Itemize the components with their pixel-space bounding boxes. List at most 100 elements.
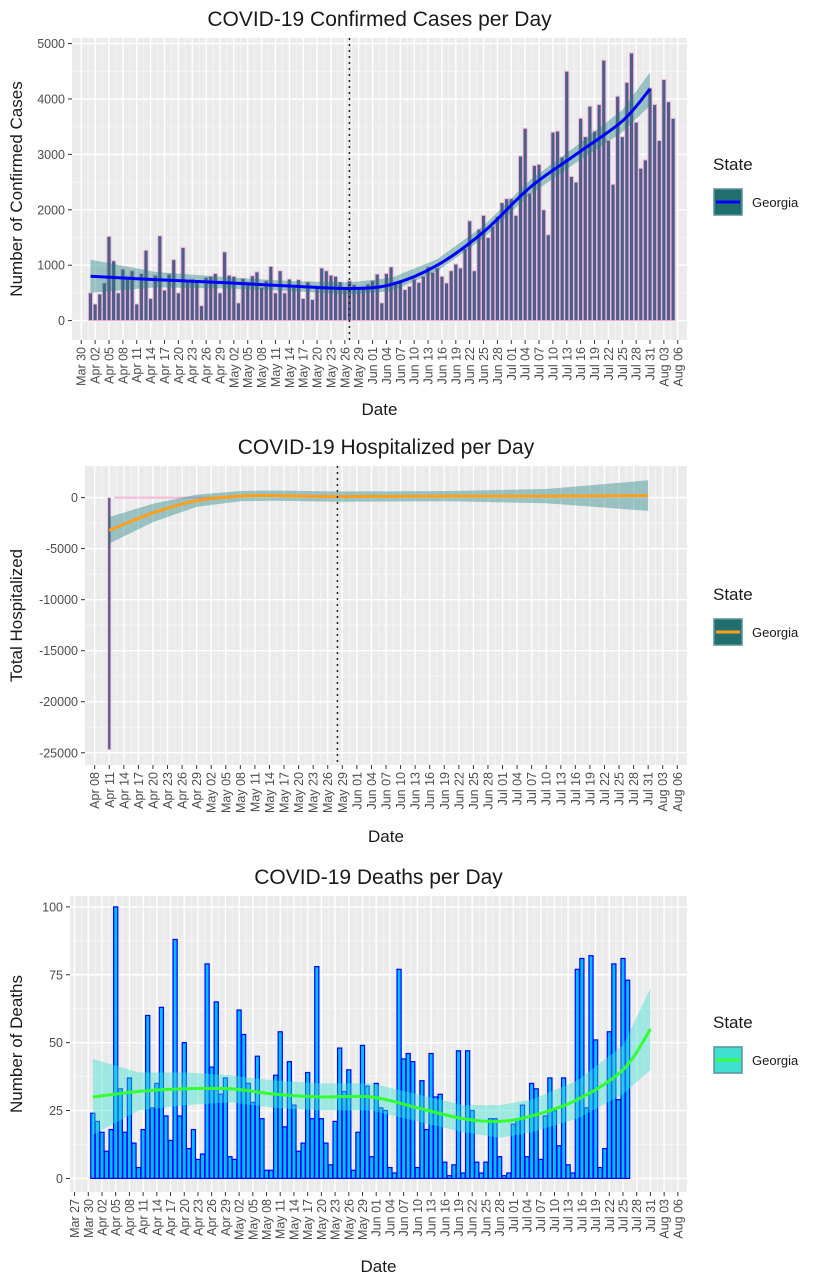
x-tick-label: Jul 01 (507, 1199, 521, 1232)
bar (323, 270, 329, 322)
x-tick-label: May 17 (301, 1199, 315, 1240)
x-tick-label: Jul 25 (613, 772, 627, 805)
x-tick-label: Apr 20 (178, 1199, 192, 1236)
y-tick-label: -20000 (39, 695, 78, 709)
x-tick-label: May 14 (287, 1199, 301, 1240)
x-tick-label: May 14 (263, 772, 277, 813)
legend-3: State Georgia (713, 1013, 799, 1074)
x-tick-label: Jun 07 (380, 772, 394, 810)
x-tick-label: Jul 31 (644, 1199, 658, 1232)
x-tick-label: Jun 16 (423, 772, 437, 810)
bar (309, 1118, 315, 1180)
bar (550, 131, 556, 322)
legend-title: State (713, 155, 753, 174)
y-axis-title: Total Hospitalized (7, 549, 26, 682)
x-tick-label: Jul 01 (496, 772, 510, 805)
bar (483, 1161, 489, 1180)
bar (272, 292, 279, 322)
bar (496, 1156, 503, 1180)
bar (379, 302, 385, 322)
legend-1: State Georgia (713, 155, 799, 216)
x-tick-label: May 11 (269, 347, 283, 387)
bar (570, 1172, 576, 1180)
x-tick-label: May 02 (205, 772, 219, 813)
bar (559, 156, 565, 322)
bar (190, 1128, 197, 1180)
bar (638, 167, 644, 322)
bar (250, 1101, 256, 1180)
bar (263, 1169, 270, 1180)
bar (148, 297, 154, 322)
bar (565, 1164, 571, 1180)
bar (642, 159, 648, 322)
x-tick-label: May 08 (260, 1199, 274, 1240)
bar (291, 1104, 297, 1180)
x-tick-label: Apr 26 (200, 347, 214, 384)
x-tick-label: May 20 (315, 1199, 329, 1240)
bar (485, 236, 491, 322)
bar (573, 181, 579, 322)
x-tick-label: Apr 14 (144, 347, 158, 384)
x-tick-label: May 11 (274, 1199, 288, 1239)
bar (579, 957, 585, 1180)
x-tick-label: Jun 01 (366, 347, 380, 385)
bar (455, 1050, 462, 1180)
bar (167, 1139, 174, 1180)
x-tick-label: Apr 20 (172, 347, 186, 384)
legend-2: State Georgia (713, 585, 799, 646)
bar (410, 1061, 416, 1180)
bar (633, 121, 639, 322)
x-tick-label: Apr 29 (190, 772, 204, 809)
bar (323, 1142, 329, 1180)
bar (97, 293, 103, 322)
bar (314, 966, 320, 1180)
bar (115, 292, 121, 322)
bar (439, 275, 445, 322)
bar (583, 1107, 590, 1180)
x-tick-label: Jul 25 (617, 1199, 631, 1232)
chart-title: COVID-19 Hospitalized per Day (238, 436, 535, 459)
x-tick-label: Mar 27 (68, 1199, 82, 1238)
bar (346, 1069, 352, 1180)
bar (111, 260, 117, 322)
bar (327, 1164, 334, 1180)
y-tick-label: 4000 (37, 92, 65, 106)
bar (291, 286, 297, 322)
legend-label: Georgia (752, 1053, 799, 1068)
bar (235, 302, 242, 322)
bar (300, 297, 306, 322)
legend-title: State (713, 1013, 753, 1032)
bar (513, 214, 519, 322)
bar (227, 1156, 233, 1180)
bar (402, 289, 408, 322)
bar (268, 265, 274, 322)
x-tick-label: Apr 11 (130, 347, 144, 383)
x-tick-label: Apr 02 (89, 347, 103, 384)
bar (414, 1166, 421, 1180)
smooth-line (108, 493, 649, 532)
confidence-ribbon (90, 72, 651, 295)
bar (295, 1150, 302, 1180)
x-tick-label: Jul 28 (627, 772, 641, 805)
bar (568, 176, 574, 322)
x-tick-label: Apr 08 (116, 347, 130, 384)
bar (318, 1118, 325, 1180)
bar (400, 1058, 407, 1180)
x-tick-label: Jun 04 (380, 347, 394, 385)
x-tick-label: Jul 07 (525, 772, 539, 805)
x-tick-label: Apr 11 (103, 772, 117, 808)
y-tick-label: 0 (71, 491, 78, 505)
x-tick-label: Jul 13 (554, 772, 568, 805)
x-tick-label: Jun 25 (477, 347, 491, 385)
x-tick-label: Aug 03 (656, 772, 670, 812)
y-tick-label: 0 (56, 1172, 63, 1186)
bar (259, 286, 265, 322)
bar (99, 1131, 105, 1180)
bar (476, 228, 482, 322)
bar (582, 136, 588, 322)
bar (522, 127, 528, 322)
bar (656, 140, 662, 322)
bar (527, 192, 533, 322)
x-tick-label: Jun 19 (438, 772, 452, 810)
